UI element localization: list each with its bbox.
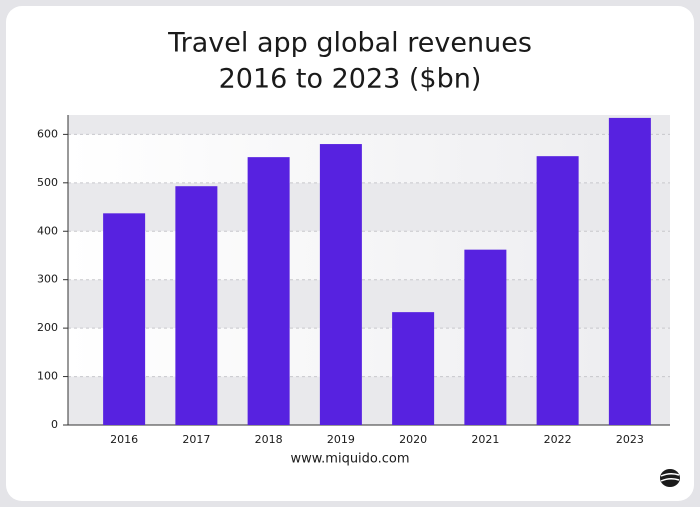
- y-tick-label: 300: [37, 273, 58, 286]
- x-tick-label: 2022: [544, 433, 572, 446]
- chart-title: Travel app global revenues: [167, 28, 532, 59]
- x-tick-label: 2020: [399, 433, 427, 446]
- bar: [608, 117, 651, 425]
- grid-band: [68, 182, 670, 232]
- y-tick-label: 100: [37, 370, 58, 383]
- logo: [660, 469, 680, 487]
- grid-band: [68, 134, 670, 183]
- bar: [103, 213, 146, 425]
- bar: [536, 156, 579, 425]
- y-tick-label: 500: [37, 176, 58, 189]
- grid-band: [68, 231, 670, 280]
- x-tick-label: 2021: [471, 433, 499, 446]
- x-tick-label: 2019: [327, 433, 355, 446]
- x-tick-label: 2018: [255, 433, 283, 446]
- grid-band: [68, 115, 670, 135]
- bar: [392, 312, 435, 425]
- x-tick-label: 2017: [182, 433, 210, 446]
- grid-band: [68, 328, 670, 377]
- footer: www.miquido.com: [290, 452, 409, 467]
- y-tick-label: 600: [37, 127, 58, 140]
- grid-band: [68, 279, 670, 329]
- chart-subtitle: 2016 to 2023 ($bn): [219, 64, 482, 95]
- bar: [319, 144, 362, 425]
- grid-band: [68, 376, 670, 425]
- x-tick-label: 2016: [110, 433, 138, 446]
- bar: [247, 157, 290, 425]
- y-tick-label: 400: [37, 224, 58, 237]
- y-tick-label: 200: [37, 321, 58, 334]
- y-tick-label: 0: [51, 418, 58, 431]
- bar: [464, 249, 507, 425]
- bar: [175, 186, 218, 425]
- x-tick-label: 2023: [616, 433, 644, 446]
